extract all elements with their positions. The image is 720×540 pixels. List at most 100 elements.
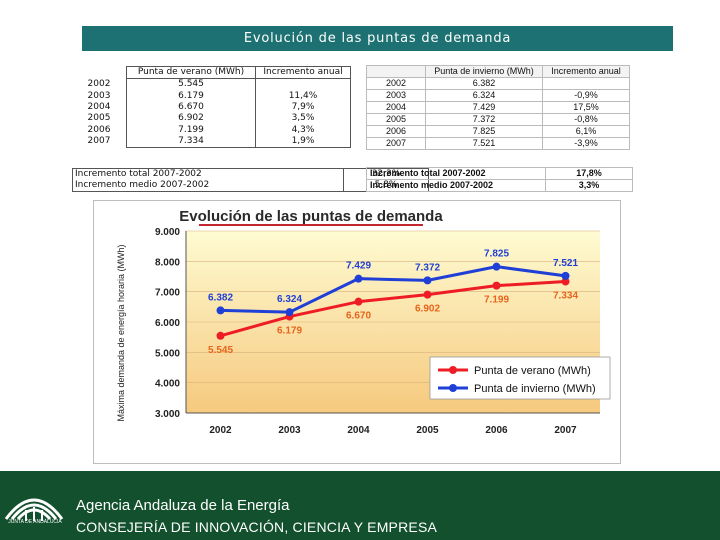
data-point <box>423 290 432 299</box>
data-label: 7.825 <box>484 249 509 260</box>
series-line-winter <box>220 265 566 314</box>
table-row: 2003 6.179 11,4% <box>72 90 351 102</box>
table-header-row: Punta de verano (MWh) Incremento anual <box>72 65 351 80</box>
page-title: Evolución de las puntas de demanda <box>82 26 673 51</box>
summer-demand-table: Punta de verano (MWh) Incremento anual 2… <box>72 65 351 149</box>
row-value: 7.199 <box>126 124 256 136</box>
row-year: 2002 <box>366 77 426 90</box>
row-increment: -3,9% <box>542 137 630 150</box>
mean-value: 3,3% <box>545 179 633 192</box>
x-tick-label: 2003 <box>278 425 301 436</box>
legend-label: Punta de verano (MWh) <box>474 365 591 377</box>
data-label: 6.179 <box>277 326 302 337</box>
row-value: 6.902 <box>126 113 256 125</box>
row-increment: 17,5% <box>542 101 630 114</box>
logo-caption: JUNTA DE ANDALUCIA <box>8 519 62 525</box>
header-year-cell <box>366 65 426 78</box>
y-tick-label: 4.000 <box>155 379 180 390</box>
legend-swatch-marker <box>449 384 457 392</box>
data-point <box>354 274 363 283</box>
row-increment: 6,1% <box>542 125 630 138</box>
row-increment <box>542 77 630 90</box>
y-tick-label: 7.000 <box>155 288 180 299</box>
data-label: 7.334 <box>553 291 578 302</box>
header-summer-peak: Punta de verano (MWh) <box>126 65 256 80</box>
mean-label: Incremento medio 2007-2002 <box>75 180 210 190</box>
x-tick-label: 2006 <box>485 425 508 436</box>
row-value: 7.825 <box>425 125 543 138</box>
y-tick-label: 9.000 <box>155 227 180 238</box>
data-point <box>285 308 294 317</box>
row-year: 2002 <box>87 79 111 90</box>
series-line-summer <box>220 280 566 338</box>
table-row: 2005 7.372 -0,8% <box>366 113 630 126</box>
row-year: 2005 <box>87 113 111 124</box>
row-value: 7.334 <box>126 135 256 149</box>
legend-label: Punta de invierno (MWh) <box>474 383 596 395</box>
footer-bar: JUNTA DE ANDALUCIA <box>0 471 720 540</box>
row-increment: -0,8% <box>542 113 630 126</box>
data-point <box>561 277 570 286</box>
table-row: 2007 7.521 -3,9% <box>366 137 630 150</box>
ministry-name: CONSEJERÍA DE INNOVACIÓN, CIENCIA Y EMPR… <box>76 519 438 535</box>
row-year: 2005 <box>366 113 426 126</box>
row-year: 2006 <box>87 124 111 135</box>
row-value: 7.372 <box>425 113 543 126</box>
data-point <box>216 306 225 315</box>
y-tick-label: 8.000 <box>155 257 180 268</box>
winter-totals-table: Incremento total 2007-2002 17,8% Incremen… <box>366 167 633 192</box>
table-row: 2006 7.825 6,1% <box>366 125 630 138</box>
data-point <box>561 271 570 280</box>
legend-box <box>429 356 611 400</box>
row-value: 7.429 <box>425 101 543 114</box>
x-tick-label: 2004 <box>347 425 370 436</box>
y-axis-label: Máxima demanda de energía horaria (MWh) <box>116 244 126 421</box>
table-header-row: Punta de invierno (MWh) Incremento anual <box>366 65 630 78</box>
row-year: 2004 <box>366 101 426 114</box>
total-value: 17,8% <box>545 167 633 180</box>
row-value: 5.545 <box>126 78 256 91</box>
table-row: 2007 7.334 1,9% <box>72 135 351 149</box>
mean-row: Incremento medio 2007-2002 3,3% <box>366 179 633 192</box>
header-year-cell <box>72 67 127 79</box>
table-row: 2003 6.324 -0,9% <box>366 89 630 102</box>
winter-demand-table: Punta de invierno (MWh) Incremento anual… <box>366 65 630 150</box>
header-winter-peak: Punta de invierno (MWh) <box>425 65 543 78</box>
row-year: 2003 <box>366 89 426 102</box>
data-point <box>216 331 225 340</box>
data-label: 5.545 <box>208 345 233 356</box>
data-point <box>423 276 432 285</box>
mean-label: Incremento medio 2007-2002 <box>366 179 546 192</box>
data-label: 6.902 <box>415 304 440 315</box>
row-value: 6.324 <box>425 89 543 102</box>
total-row: Incremento total 2007-2002 17,8% <box>366 167 633 180</box>
data-label: 6.324 <box>277 294 302 305</box>
data-label: 7.372 <box>415 262 440 273</box>
x-tick-label: 2007 <box>554 425 577 436</box>
table-row: 2004 6.670 7,9% <box>72 101 351 114</box>
demand-chart-svg: Evolución de las puntas de demanda Máxim… <box>93 200 621 464</box>
chart-title: Evolución de las puntas de demanda <box>179 208 443 225</box>
data-label: 7.429 <box>346 261 371 272</box>
table-row: 2002 5.545 <box>72 78 351 91</box>
table-row: 2002 6.382 <box>366 77 630 90</box>
y-tick-label: 3.000 <box>155 409 180 420</box>
header-annual-increment: Incremento anual <box>255 65 351 80</box>
agency-name: Agencia Andaluza de la Energía <box>76 497 290 514</box>
total-label: Incremento total 2007-2002 <box>75 169 202 179</box>
row-increment: 11,4% <box>255 90 351 102</box>
row-increment: -0,9% <box>542 89 630 102</box>
row-increment: 7,9% <box>255 101 351 114</box>
row-increment <box>255 78 351 91</box>
row-value: 6.670 <box>126 101 256 114</box>
data-label: 7.199 <box>484 295 509 306</box>
header-annual-increment: Incremento anual <box>542 65 630 78</box>
y-tick-label: 5.000 <box>155 348 180 359</box>
data-label: 7.521 <box>553 258 578 269</box>
y-tick-label: 6.000 <box>155 318 180 329</box>
data-label: 6.670 <box>346 311 371 322</box>
data-point <box>492 281 501 290</box>
total-label: Incremento total 2007-2002 <box>366 167 546 180</box>
table-row: 2006 7.199 4,3% <box>72 124 351 136</box>
row-increment: 4,3% <box>255 124 351 136</box>
